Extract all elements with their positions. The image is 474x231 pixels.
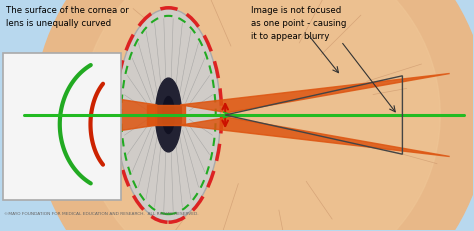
- Ellipse shape: [163, 97, 174, 134]
- Polygon shape: [24, 86, 156, 145]
- Polygon shape: [180, 74, 450, 113]
- Text: lens is unequally curved: lens is unequally curved: [6, 19, 111, 28]
- FancyBboxPatch shape: [3, 54, 121, 201]
- Text: The surface of the cornea or: The surface of the cornea or: [6, 6, 129, 15]
- Text: as one point - causing: as one point - causing: [251, 19, 346, 28]
- Polygon shape: [147, 105, 185, 126]
- Text: ©MAYO FOUNDATION FOR MEDICAL EDUCATION AND RESEARCH.  ALL RIGHTS RESERVED.: ©MAYO FOUNDATION FOR MEDICAL EDUCATION A…: [4, 211, 199, 215]
- Circle shape: [81, 0, 440, 231]
- Polygon shape: [180, 118, 450, 157]
- Ellipse shape: [117, 10, 220, 221]
- Ellipse shape: [155, 79, 182, 152]
- Text: it to appear blurry: it to appear blurry: [251, 32, 329, 41]
- Text: Image is not focused: Image is not focused: [251, 6, 341, 15]
- Circle shape: [34, 0, 474, 231]
